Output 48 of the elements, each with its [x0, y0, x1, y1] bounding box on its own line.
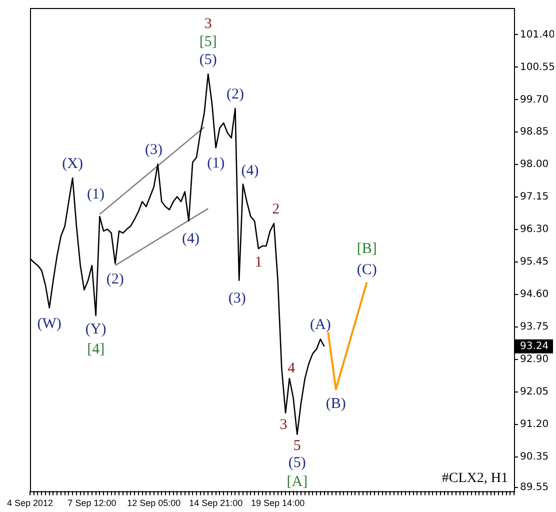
- annotation: (W): [37, 316, 62, 332]
- annotation: (2): [226, 86, 244, 102]
- y-tick-label: 94.60: [520, 289, 549, 300]
- annotation: 4: [288, 360, 296, 376]
- annotation: (4): [241, 163, 259, 180]
- annotation: (3): [228, 290, 246, 306]
- y-tick-label: 96.30: [520, 224, 549, 236]
- annotation: (5): [288, 455, 306, 472]
- y-tick-label: 95.45: [520, 256, 549, 268]
- annotation: #CLX2, H1: [442, 470, 508, 486]
- annotation: (3): [145, 142, 163, 158]
- x-tick-label: 4 Sep 2012: [6, 498, 54, 508]
- y-tick-label: 97.15: [520, 192, 549, 203]
- y-tick-label: 101.40: [520, 29, 555, 40]
- annotation: (1): [207, 156, 225, 172]
- annotation: (1): [86, 186, 104, 202]
- annotation: (X): [62, 156, 84, 172]
- y-tick-label: 93.75: [520, 322, 549, 333]
- annotation: 2: [272, 201, 280, 218]
- annotation: 1: [254, 254, 262, 271]
- annotation: 5: [293, 438, 301, 454]
- annotation: [5]: [199, 34, 217, 50]
- annotation: [B]: [356, 241, 377, 258]
- x-tick-label: 19 Sep 14:00: [251, 498, 305, 508]
- x-tick-label: 14 Sep 21:00: [189, 498, 243, 508]
- y-tick-label: 91.20: [520, 418, 549, 430]
- y-tick-label: 98.85: [520, 126, 549, 138]
- y-tick-label: 90.35: [520, 451, 549, 462]
- annotation: [A]: [286, 474, 308, 490]
- x-tick-label: 7 Sep 12:00: [68, 498, 116, 508]
- annotation: (5): [199, 52, 217, 68]
- annotation: 3: [204, 16, 212, 32]
- y-tick-label: 89.55: [520, 482, 549, 493]
- x-tick-label: 12 Sep 05:00: [127, 498, 181, 508]
- annotation: 93.24: [520, 341, 549, 352]
- y-tick-label: 99.70: [520, 94, 549, 106]
- y-tick-label: 92.05: [520, 386, 549, 398]
- y-tick-label: 100.55: [520, 62, 555, 73]
- annotation: (C): [356, 262, 377, 278]
- annotation: (4): [182, 231, 200, 248]
- annotation: (Y): [85, 321, 106, 338]
- annotation: [4]: [87, 341, 105, 358]
- annotation: (2): [106, 271, 124, 288]
- y-tick-label: 98.00: [520, 159, 549, 170]
- y-tick-label: 92.90: [520, 354, 549, 366]
- annotation: (B): [326, 396, 346, 412]
- annotation: (A): [310, 317, 331, 334]
- annotation: 3: [280, 416, 288, 433]
